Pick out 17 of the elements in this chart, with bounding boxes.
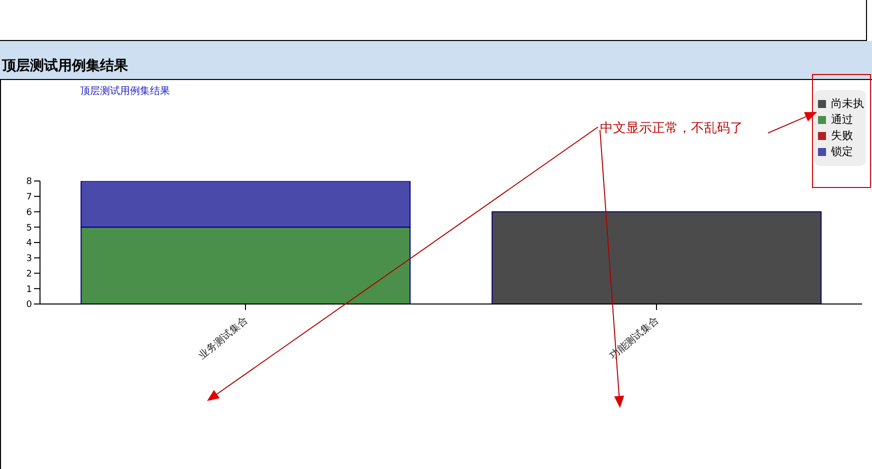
- y-tick-label: 8: [26, 177, 32, 188]
- y-tick-label: 0: [26, 300, 32, 310]
- y-tick-label: 2: [26, 269, 32, 280]
- chart-title: 顶层测试用例集结果: [2, 57, 128, 75]
- y-tick-label: 4: [26, 238, 32, 249]
- y-tick-label: 7: [26, 192, 32, 203]
- chart-subtitle: 顶层测试用例集结果: [80, 84, 170, 98]
- y-tick-label: 1: [26, 284, 32, 295]
- y-tick-label: 3: [26, 254, 32, 264]
- y-tick-label: 6: [26, 208, 32, 218]
- legend-label: 通过: [831, 113, 853, 127]
- y-tick-label: 5: [26, 223, 32, 234]
- x-tick-label: 业务测试集合: [196, 314, 250, 362]
- legend-label: 失败: [831, 129, 853, 143]
- legend-label: 锁定: [831, 145, 853, 159]
- text: 尚未执: [831, 97, 864, 111]
- text: 中文显示正常，不乱码了: [600, 120, 743, 137]
